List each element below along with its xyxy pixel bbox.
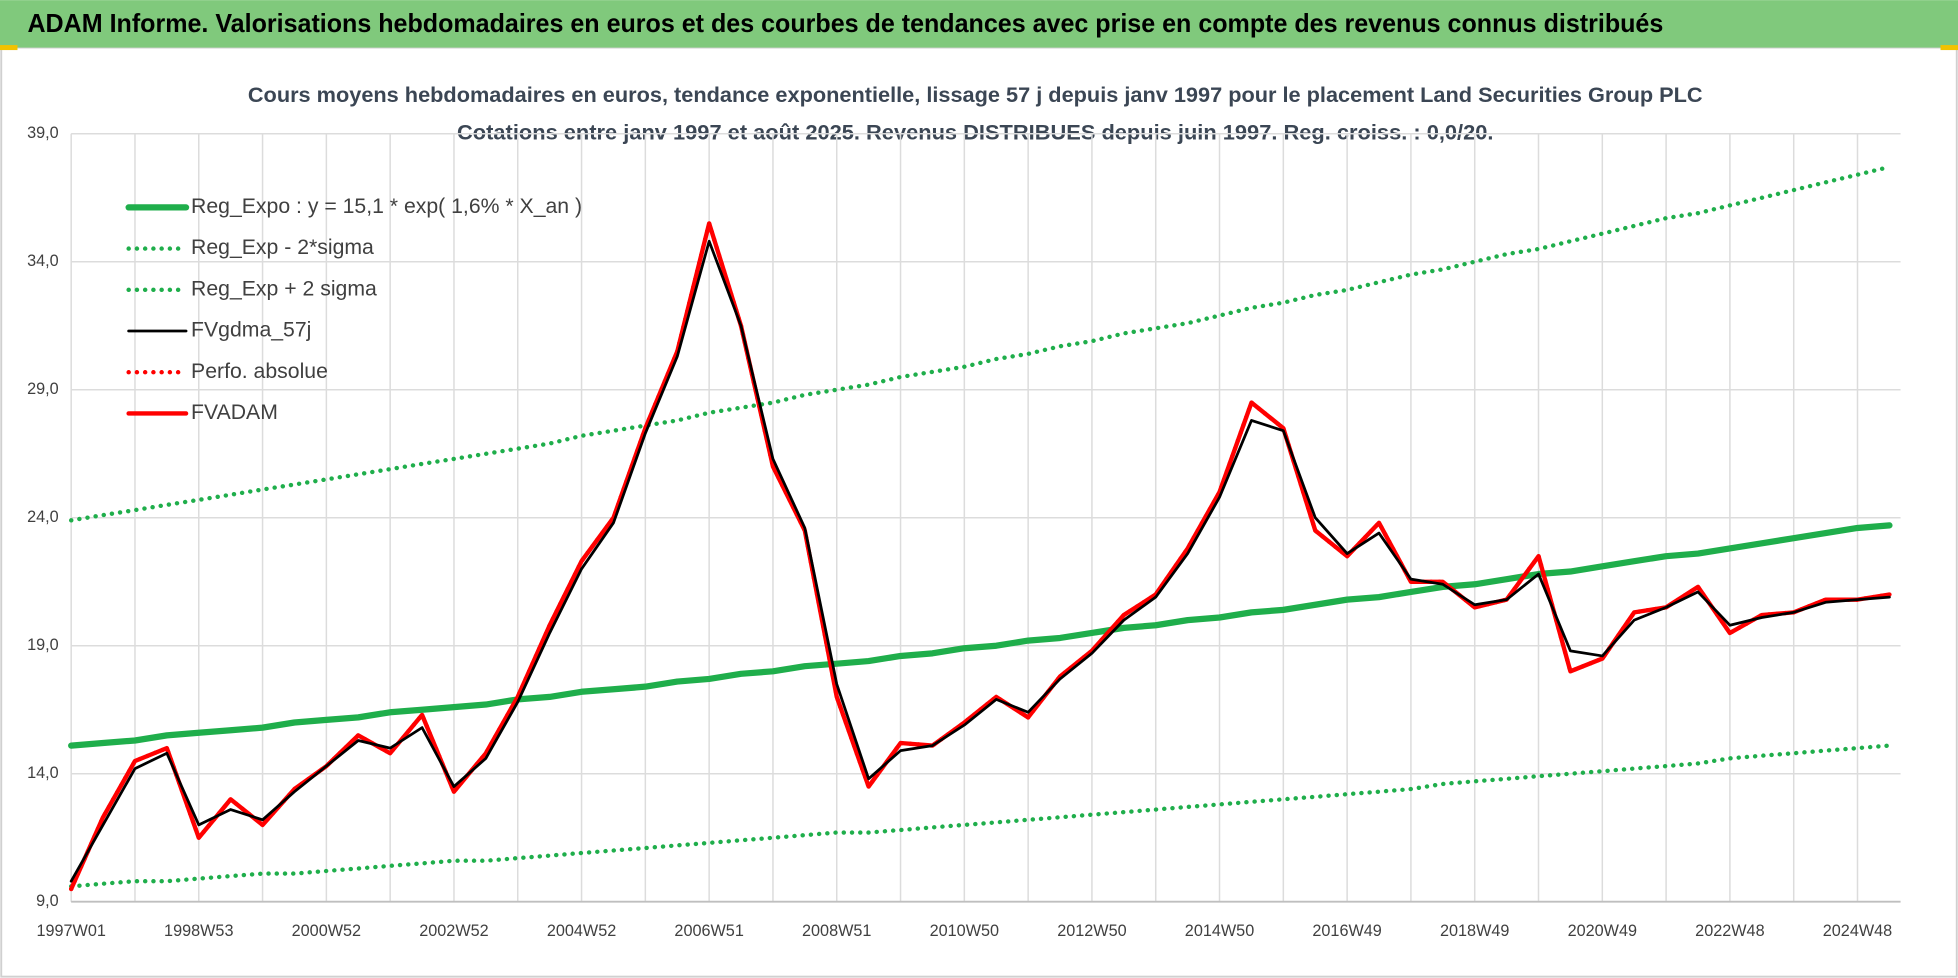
x-tick-label: 2000W52: [292, 922, 361, 940]
y-tick-label: 19,0: [27, 636, 59, 654]
banner: [0, 0, 1958, 48]
y-tick-label: 39,0: [27, 124, 59, 142]
x-tick-label: 2022W48: [1695, 922, 1764, 940]
legend-label: Reg_Expo : y = 15,1 * exp( 1,6% * X_an ): [191, 195, 582, 218]
legend: Reg_Expo : y = 15,1 * exp( 1,6% * X_an )…: [125, 195, 582, 424]
chart-subtitle: Cotations entre janv 1997 et août 2025. …: [457, 121, 1493, 144]
y-tick-label: 9,0: [36, 892, 59, 910]
series-line: [68, 522, 1893, 749]
legend-label: Reg_Exp + 2 sigma: [191, 277, 377, 300]
series-line: [68, 164, 1892, 523]
legend-label: FVgdma_57j: [191, 319, 311, 342]
y-tick-label: 24,0: [27, 508, 59, 526]
banner-title: ADAM Informe. Valorisations hebdomadaire…: [27, 8, 1663, 38]
accent: [0, 45, 18, 51]
y-tick-label: 29,0: [27, 380, 59, 398]
x-tick-label: 2016W49: [1312, 922, 1381, 940]
chart-title: Cours moyens hebdomadaires en euros, ten…: [248, 84, 1703, 107]
legend-label: FVADAM: [191, 401, 278, 424]
series-line: [69, 239, 1891, 883]
x-tick-label: 1997W01: [36, 922, 105, 940]
x-tick-label: 2008W51: [802, 922, 871, 940]
y-tick-label: 14,0: [27, 764, 59, 782]
x-tick-label: 2024W48: [1823, 922, 1892, 940]
x-tick-label: 2014W50: [1185, 922, 1254, 940]
x-tick-label: 2010W50: [930, 922, 999, 940]
x-tick-label: 2004W52: [547, 922, 616, 940]
x-tick-label: 2020W49: [1568, 922, 1637, 940]
y-tick-label: 34,0: [27, 252, 59, 270]
x-tick-label: 2012W50: [1057, 922, 1126, 940]
series-line: [68, 743, 1892, 889]
legend-label: Perfo. absolue: [191, 360, 328, 383]
accent: [1940, 45, 1958, 51]
plot: [68, 164, 1893, 892]
x-tick-label: 1998W53: [164, 922, 233, 940]
x-tick-label: 2002W52: [419, 922, 488, 940]
x-tick-label: 2006W51: [674, 922, 743, 940]
x-tick-label: 2018W49: [1440, 922, 1509, 940]
legend-label: Reg_Exp - 2*sigma: [191, 236, 374, 259]
